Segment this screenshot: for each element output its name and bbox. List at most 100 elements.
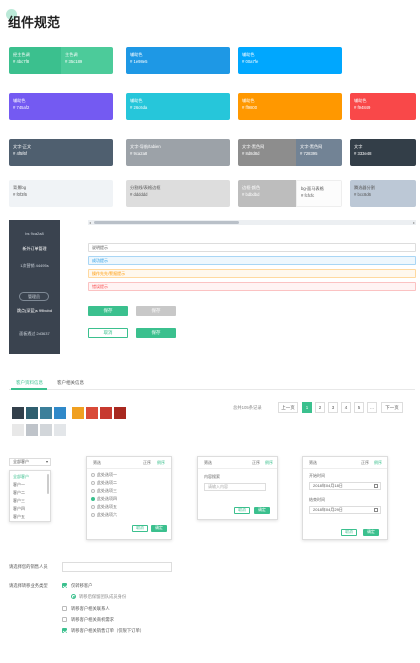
radio-icon bbox=[91, 480, 95, 485]
option-label: 此处选项五 bbox=[97, 504, 117, 509]
tab-bar: 客户资料信息 客户相关信息 bbox=[9, 378, 415, 390]
pager-next-button[interactable]: 下一页 bbox=[381, 402, 403, 413]
ok-button[interactable]: 确定 bbox=[151, 525, 167, 532]
dropdown-item[interactable]: 客户二 bbox=[13, 490, 25, 495]
filter-panel-options: 筛选 正序 倒序 此处选项一 此处选项二 此处选项三 此处选项四 此处选项五 此… bbox=[86, 456, 172, 540]
color-chip bbox=[54, 424, 66, 436]
swatch-hex: # dddddd bbox=[130, 192, 148, 197]
dropdown-scrollbar[interactable] bbox=[47, 474, 49, 494]
customer-select[interactable]: 全部客户 ▾ bbox=[9, 458, 51, 466]
panel-header: 筛选 bbox=[93, 460, 101, 465]
search-placeholder: 请输入内容 bbox=[208, 484, 228, 489]
checkbox-label: 转移客户相关销售订单（仅限下订单） bbox=[71, 628, 145, 633]
scroll-right-icon[interactable]: ▸ bbox=[412, 220, 415, 225]
sort-asc[interactable]: 正序 bbox=[252, 460, 260, 465]
calendar-icon[interactable] bbox=[374, 508, 378, 512]
sidenav-role-pill[interactable]: 管理员 bbox=[19, 292, 49, 301]
pager-page-1[interactable]: 1 bbox=[302, 402, 312, 413]
option-label: 此处选项六 bbox=[97, 512, 117, 517]
calendar-icon[interactable] bbox=[374, 484, 378, 488]
radio-option[interactable]: 此处选项二 bbox=[91, 480, 117, 486]
scroll-left-icon[interactable]: ◂ bbox=[89, 220, 92, 225]
radio-option[interactable]: 此处选项一 bbox=[91, 472, 117, 478]
scrollbar-thumb[interactable] bbox=[94, 221, 239, 224]
radio-option[interactable]: 此处选项四 bbox=[91, 496, 117, 502]
dropdown-item[interactable]: 客户一 bbox=[13, 482, 25, 487]
swatch-name: 文字 bbox=[354, 144, 363, 149]
swatch-border: 边框-颜色 # bdbdbd bg-面马表格 # fcfcfc bbox=[238, 180, 342, 207]
divider bbox=[303, 468, 387, 469]
page-title: 组件规范 bbox=[8, 15, 61, 30]
checkbox-contacts[interactable] bbox=[62, 606, 67, 611]
radio-option[interactable]: 此处选项三 bbox=[91, 488, 117, 494]
pager-total: 总共105条记录 bbox=[233, 405, 262, 410]
sort-asc[interactable]: 正序 bbox=[361, 460, 369, 465]
swatch-name: 腾选器分割 bbox=[354, 185, 375, 190]
sort-desc[interactable]: 倒序 bbox=[265, 460, 273, 465]
end-date-input[interactable]: 2018年04月29日 bbox=[309, 506, 381, 514]
save-button-disabled[interactable]: 保存 bbox=[136, 306, 176, 316]
color-chip bbox=[12, 407, 24, 419]
divider bbox=[198, 468, 277, 469]
cancel-button[interactable]: 取消 bbox=[88, 328, 128, 338]
horizontal-scrollbar[interactable]: ◂ ▸ bbox=[88, 220, 416, 225]
alert-error: 错误提示 bbox=[88, 282, 416, 291]
salesperson-input[interactable] bbox=[62, 562, 172, 572]
pager-page-3[interactable]: 3 bbox=[328, 402, 338, 413]
pager-page-5[interactable]: 5 bbox=[354, 402, 364, 413]
cancel-button[interactable]: 取消 bbox=[132, 525, 148, 532]
dropdown-item[interactable]: 客户五 bbox=[13, 514, 25, 519]
dropdown-item[interactable]: 客户三 bbox=[13, 498, 25, 503]
option-label: 此处选项一 bbox=[97, 472, 117, 477]
start-date-input[interactable]: 2018年04月18日 bbox=[309, 482, 381, 490]
swatch-aux1: 辅助色 # 1e98e5 bbox=[126, 47, 230, 74]
swatch-theme: 经主色调 # 4bc7f8 主色调 # 35c189 bbox=[9, 47, 113, 74]
tab-active-indicator bbox=[11, 388, 47, 390]
checkbox-orders[interactable] bbox=[62, 628, 67, 633]
sidenav-title[interactable]: 新外订单管理 bbox=[22, 246, 47, 251]
swatch-name: 文字-正文 bbox=[13, 144, 32, 149]
title-decoration bbox=[6, 9, 17, 20]
swatch-name: 辅助色 bbox=[354, 98, 367, 103]
dropdown-item[interactable]: 全部客户 bbox=[13, 474, 29, 479]
tab-customer-info[interactable]: 客户资料信息 bbox=[16, 380, 43, 385]
pager-page-2[interactable]: 2 bbox=[315, 402, 325, 413]
radio-icon bbox=[91, 512, 95, 517]
swatch-aux5: 辅助色 # ff9800 bbox=[238, 93, 342, 120]
sidenav-value: 1次营销 44495s bbox=[20, 263, 49, 268]
filter-panel-search: 筛选 正序 倒序 内容搜索 请输入内容 取消 确定 bbox=[197, 456, 278, 520]
swatch-hex: # f94849 bbox=[354, 105, 371, 110]
checkbox-transfer-customer[interactable] bbox=[62, 583, 67, 588]
ok-button[interactable]: 确定 bbox=[363, 529, 379, 536]
cancel-button[interactable]: 取消 bbox=[341, 529, 357, 536]
swatch-name: 边框-颜色 bbox=[242, 185, 261, 190]
cancel-button[interactable]: 取消 bbox=[234, 507, 250, 514]
dropdown-item[interactable]: 客户四 bbox=[13, 506, 25, 511]
radio-icon-selected bbox=[91, 496, 95, 501]
sort-desc[interactable]: 倒序 bbox=[157, 460, 165, 465]
swatch-name: 辅助色 bbox=[130, 52, 143, 57]
swatch-hex: # 35c189 bbox=[65, 59, 83, 64]
tab-customer-related[interactable]: 客户相关信息 bbox=[57, 380, 84, 385]
save-button-primary[interactable]: 保存 bbox=[88, 306, 128, 316]
swatch-hex: # 8d8d8d bbox=[242, 151, 260, 156]
radio-keep-team[interactable] bbox=[71, 594, 76, 599]
save-button[interactable]: 保存 bbox=[136, 328, 176, 338]
pager-page-4[interactable]: 4 bbox=[341, 402, 351, 413]
checkbox-opportunities[interactable] bbox=[62, 617, 67, 622]
pager-prev-button[interactable]: 上一页 bbox=[278, 402, 298, 413]
swatch-name: 经主色调 bbox=[13, 52, 30, 57]
sort-desc[interactable]: 倒序 bbox=[374, 460, 382, 465]
sort-asc[interactable]: 正序 bbox=[143, 460, 151, 465]
side-nav: bs 9ca2a8 新外订单管理 1次营销 44495s 管理员 跳点(深蓝)s… bbox=[9, 220, 60, 354]
radio-option[interactable]: 此处选项六 bbox=[91, 512, 117, 518]
radio-option[interactable]: 此处选项五 bbox=[91, 504, 117, 510]
search-input[interactable]: 请输入内容 bbox=[204, 483, 266, 491]
color-chip bbox=[40, 424, 52, 436]
ok-button[interactable]: 确定 bbox=[254, 507, 270, 514]
color-chip bbox=[26, 407, 38, 419]
swatch-hex: # 4f5f6f bbox=[13, 151, 27, 156]
color-chip bbox=[26, 424, 38, 436]
pager-ellipsis[interactable]: ... bbox=[367, 402, 377, 413]
swatch-hex: # 4bc7f8 bbox=[13, 59, 30, 64]
